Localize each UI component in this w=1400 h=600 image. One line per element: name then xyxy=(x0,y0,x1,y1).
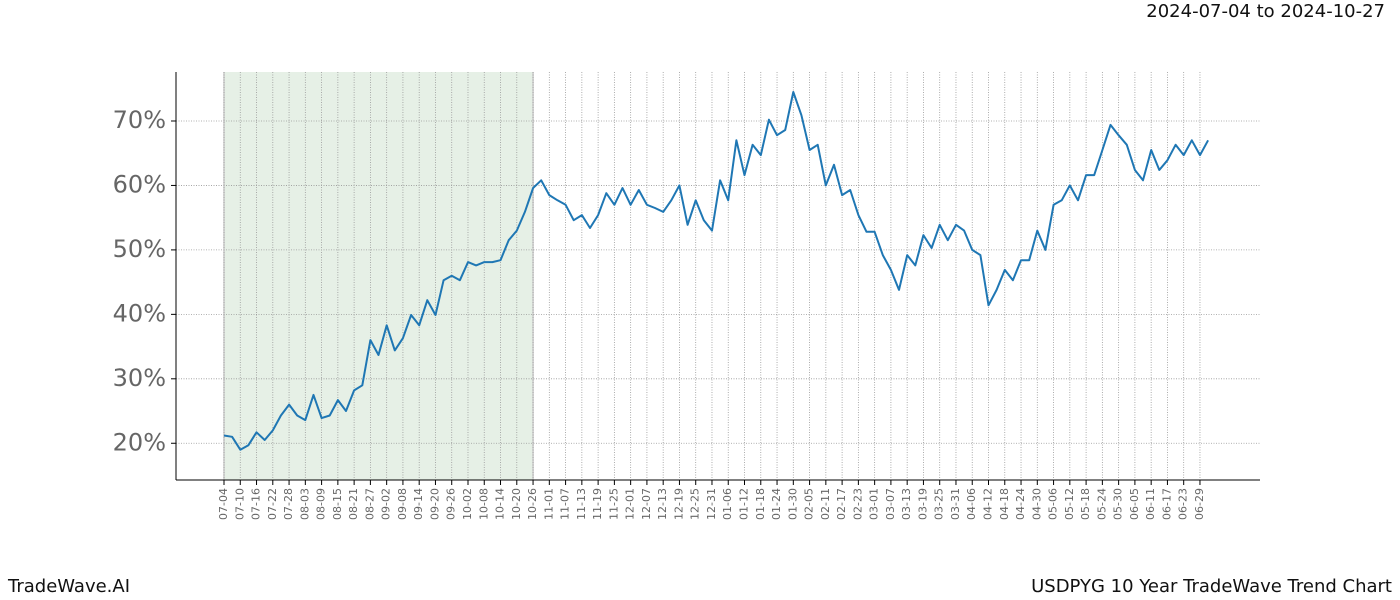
x-tick-label: 05-12 xyxy=(1063,488,1076,520)
x-tick-label: 09-26 xyxy=(445,488,458,520)
chart-title: USDPYG 10 Year TradeWave Trend Chart xyxy=(1031,576,1392,597)
x-tick-label: 12-13 xyxy=(656,488,669,520)
x-tick-label: 04-24 xyxy=(1014,488,1027,520)
x-tick-label: 11-01 xyxy=(542,488,555,520)
x-tick-label: 01-18 xyxy=(754,488,767,520)
x-tick-label: 05-06 xyxy=(1047,488,1060,520)
x-tick-label: 07-16 xyxy=(250,488,263,520)
x-tick-label: 10-02 xyxy=(461,488,474,520)
x-tick-label: 07-22 xyxy=(266,488,279,520)
x-tick-label: 02-23 xyxy=(851,488,864,520)
x-tick-label: 01-24 xyxy=(770,488,783,520)
x-tick-label: 09-20 xyxy=(428,488,441,520)
x-tick-label: 07-10 xyxy=(233,488,246,520)
y-tick-label: 50% xyxy=(113,235,166,263)
x-tick-label: 02-11 xyxy=(819,488,832,520)
x-tick-label: 09-02 xyxy=(380,488,393,520)
x-tick-label: 03-07 xyxy=(884,488,897,520)
x-tick-label: 12-25 xyxy=(689,488,702,520)
trend-line xyxy=(223,91,1209,451)
date-range: 2024-07-04 to 2024-10-27 xyxy=(1146,1,1385,22)
x-tick-label: 06-23 xyxy=(1177,488,1190,520)
x-tick-label: 08-15 xyxy=(331,488,344,520)
x-tick-label: 03-19 xyxy=(916,488,929,520)
x-tick-label: 04-06 xyxy=(965,488,978,520)
x-tick-label: 08-21 xyxy=(347,488,360,520)
x-tick-label: 11-13 xyxy=(575,488,588,520)
x-tick-label: 03-01 xyxy=(868,488,881,520)
x-tick-label: 01-30 xyxy=(786,488,799,520)
x-tick-label: 09-08 xyxy=(396,488,409,520)
brand: TradeWave.AI xyxy=(7,576,130,597)
x-tick-label: 05-18 xyxy=(1079,488,1092,520)
y-tick-label: 60% xyxy=(113,170,166,198)
x-tick-label: 04-30 xyxy=(1030,488,1043,520)
x-tick-label: 06-11 xyxy=(1144,488,1157,520)
y-tick-label: 20% xyxy=(113,428,166,456)
x-tick-label: 03-25 xyxy=(933,488,946,520)
x-tick-label: 07-04 xyxy=(217,488,230,520)
x-tick-label: 12-31 xyxy=(705,488,718,520)
x-tick-label: 02-17 xyxy=(835,488,848,520)
x-tick-label: 06-29 xyxy=(1193,488,1206,520)
x-tick-label: 05-24 xyxy=(1095,488,1108,520)
x-tick-label: 12-01 xyxy=(624,488,637,520)
x-tick-label: 02-05 xyxy=(803,488,816,520)
x-tick-label: 09-14 xyxy=(412,488,425,520)
x-tick-label: 10-08 xyxy=(477,488,490,520)
x-tick-label: 01-06 xyxy=(721,488,734,520)
y-tick-label: 40% xyxy=(113,299,166,327)
x-tick-label: 12-19 xyxy=(672,488,685,520)
x-tick-label: 08-03 xyxy=(298,488,311,520)
x-tick-label: 10-14 xyxy=(494,488,507,520)
x-tick-label: 04-18 xyxy=(998,488,1011,520)
x-tick-label: 01-12 xyxy=(738,488,751,520)
x-tick-label: 11-25 xyxy=(607,488,620,520)
x-tick-label: 04-12 xyxy=(982,488,995,520)
x-tick-label: 11-19 xyxy=(591,488,604,520)
x-tick-label: 11-07 xyxy=(559,488,572,520)
highlight-region xyxy=(224,72,534,480)
x-tick-label: 06-05 xyxy=(1128,488,1141,520)
x-tick-label: 08-09 xyxy=(315,488,328,520)
x-tick-label: 06-17 xyxy=(1160,488,1173,520)
x-tick-label: 10-20 xyxy=(510,488,523,520)
x-tick-label: 07-28 xyxy=(282,488,295,520)
x-tick-label: 10-26 xyxy=(526,488,539,520)
y-tick-label: 30% xyxy=(113,364,166,392)
x-tick-label: 03-31 xyxy=(949,488,962,520)
x-tick-label: 05-30 xyxy=(1112,488,1125,520)
x-tick-label: 03-13 xyxy=(900,488,913,520)
x-tick-label: 08-27 xyxy=(363,488,376,520)
y-tick-label: 70% xyxy=(113,106,166,134)
x-tick-label: 12-07 xyxy=(640,488,653,520)
